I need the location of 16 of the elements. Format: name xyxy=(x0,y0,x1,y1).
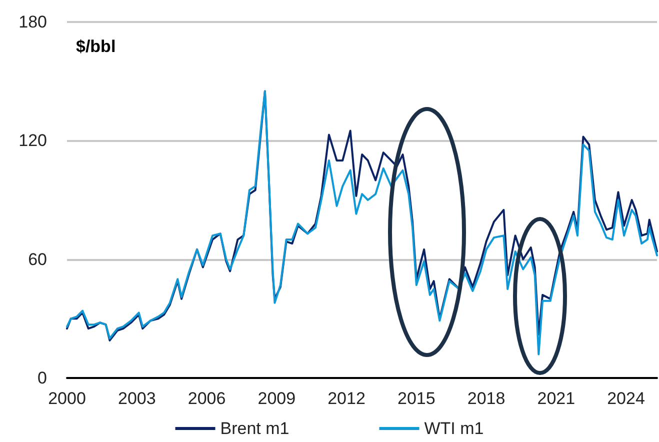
x-tick-label: 2024 xyxy=(607,389,645,408)
x-tick-label: 2015 xyxy=(397,389,436,408)
x-tick-label: 2000 xyxy=(48,389,86,408)
y-tick-label: 0 xyxy=(38,368,47,388)
x-tick-label: 2021 xyxy=(537,389,576,408)
x-tick-label: 2009 xyxy=(258,389,296,408)
y-tick-label: 120 xyxy=(18,131,47,150)
x-tick-label: 2003 xyxy=(118,389,156,408)
legend-label: WTI m1 xyxy=(424,419,484,438)
legend-label: Brent m1 xyxy=(220,419,290,438)
y-tick-label: 60 xyxy=(28,250,47,269)
x-tick-label: 2018 xyxy=(467,389,506,408)
x-tick-label: 2006 xyxy=(188,389,226,408)
x-tick-label: 2012 xyxy=(328,389,366,408)
y-axis-title: $/bbl xyxy=(76,37,116,56)
y-tick-label: 180 xyxy=(18,12,47,32)
